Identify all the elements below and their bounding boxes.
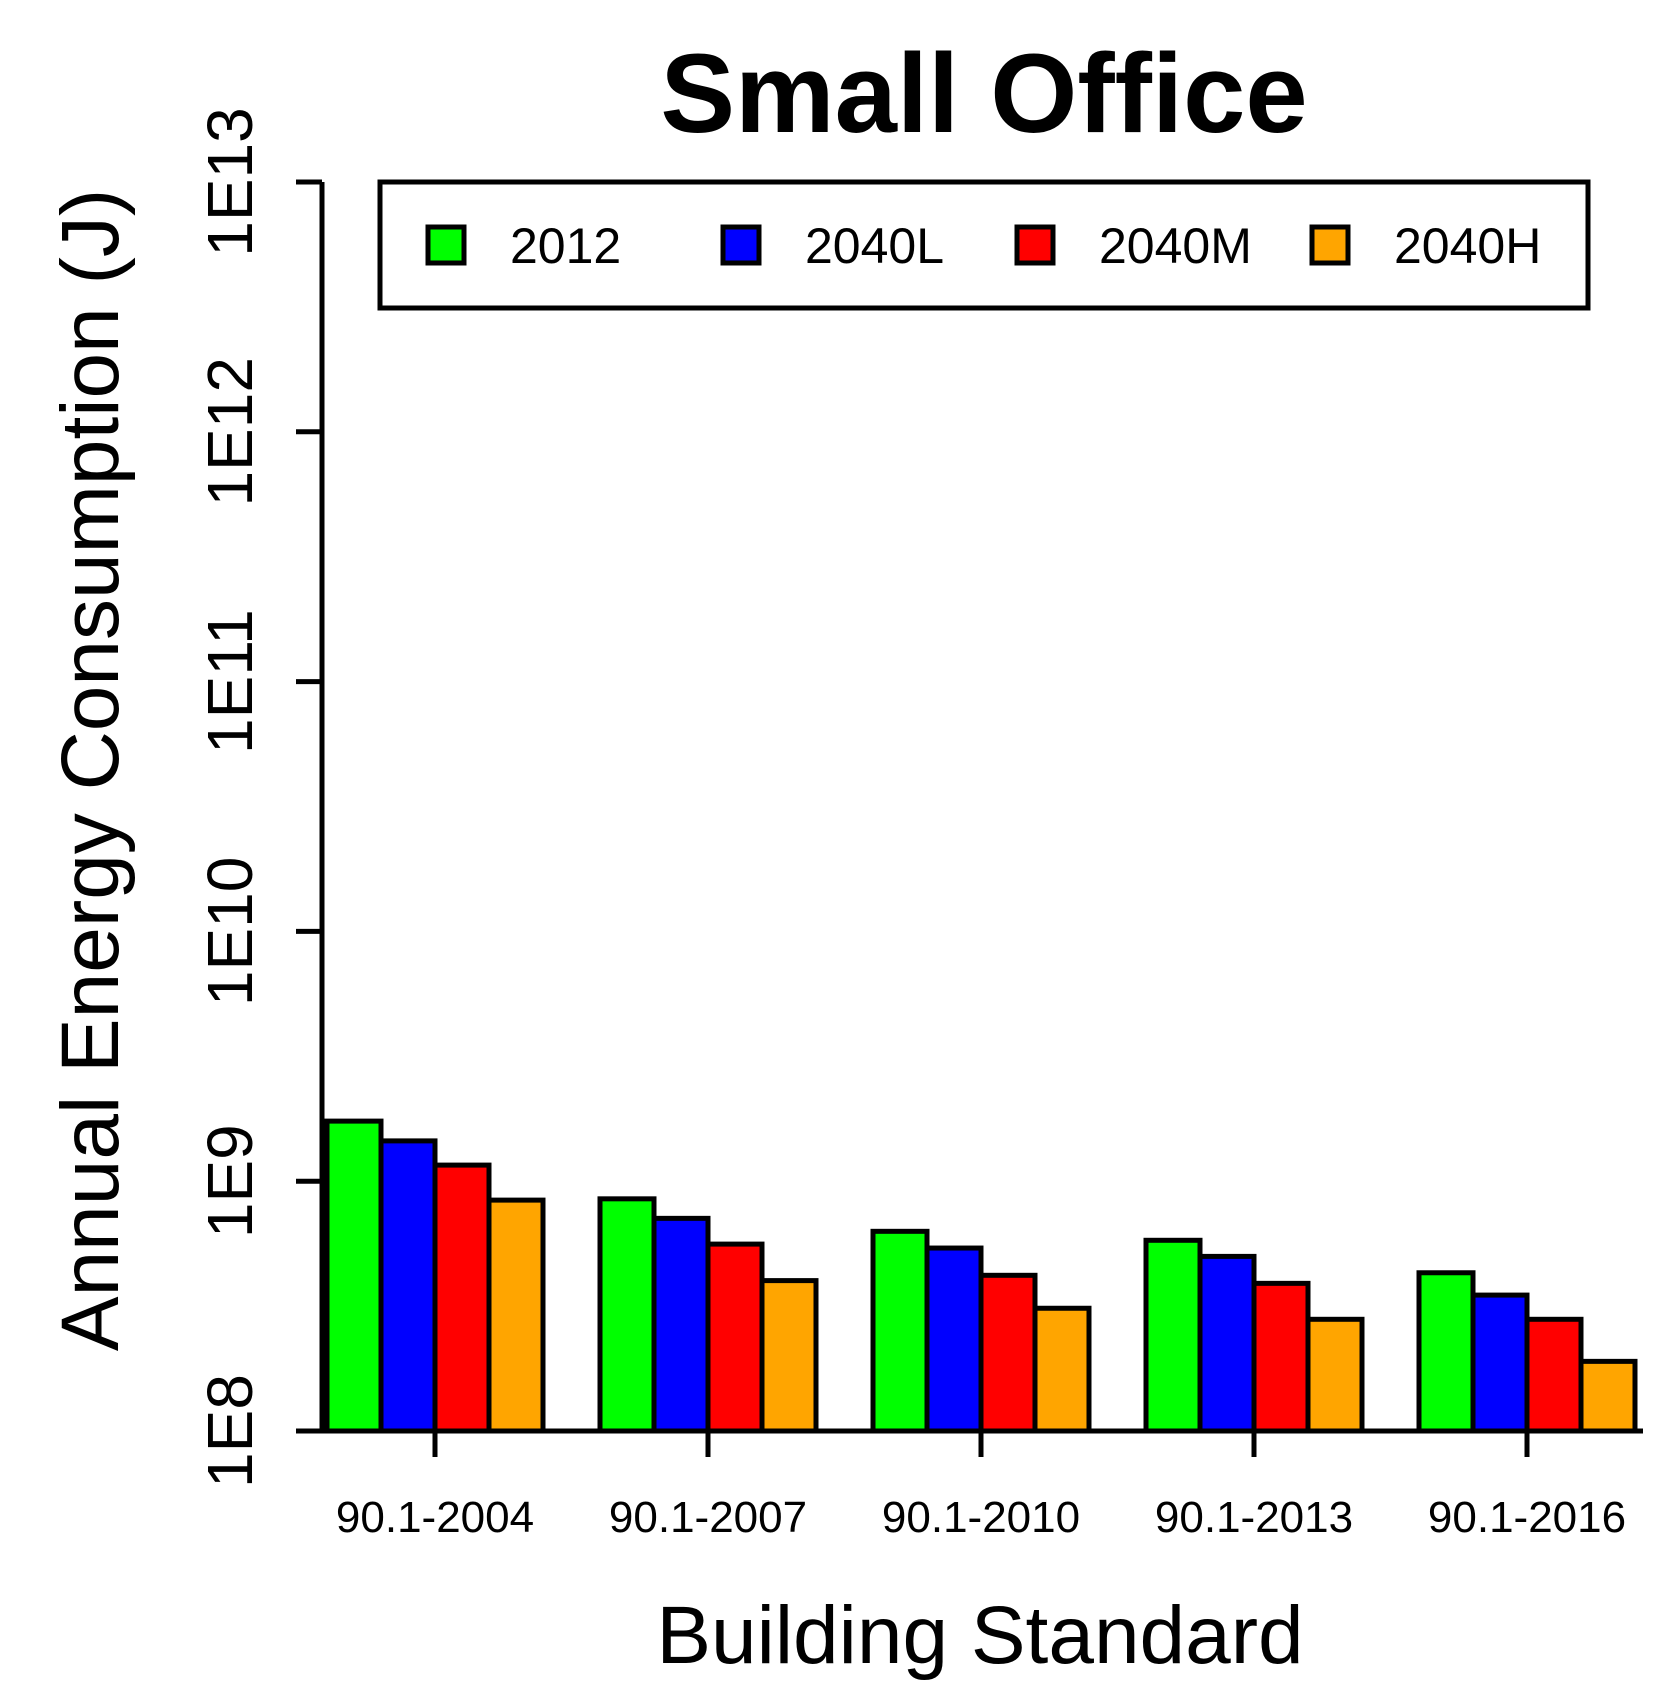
legend-label-2040M: 2040M (1099, 218, 1252, 274)
bar-2012-90.1-2010 (870, 1228, 930, 1434)
bar-2040L-90.1-2013 (1197, 1253, 1257, 1434)
y-ticks: 1E8 1E9 1E10 1E11 1E12 1E13 (194, 107, 322, 1488)
legend-swatch-2040L (720, 224, 762, 266)
bar-2012-90.1-2004 (324, 1118, 384, 1434)
y-axis-title: Annual Energy Consumption (J) (45, 189, 136, 1351)
bar-2040H-90.1-2007 (759, 1278, 819, 1434)
x-tick-label: 90.1-2004 (336, 1493, 534, 1542)
bars-group (324, 1118, 1638, 1434)
y-tick-label: 1E13 (194, 107, 266, 256)
bar-2040L-90.1-2016 (1470, 1292, 1530, 1434)
bar-2012-90.1-2013 (1143, 1237, 1203, 1434)
bar-2040H-90.1-2016 (1578, 1358, 1638, 1434)
bar-2040L-90.1-2004 (378, 1138, 438, 1434)
legend-swatch-2040H (1309, 224, 1351, 266)
x-tick-label: 90.1-2013 (1155, 1493, 1353, 1542)
bar-2040M-90.1-2013 (1251, 1280, 1311, 1434)
bar-2040M-90.1-2004 (432, 1162, 492, 1434)
x-ticks: 90.1-2004 90.1-2007 90.1-2010 90.1-2013 90.1… (336, 1431, 1626, 1542)
legend-swatch-2012 (425, 224, 467, 266)
y-tick-label: 1E12 (194, 357, 266, 506)
bar-2040H-90.1-2004 (486, 1197, 546, 1434)
bar-2040H-90.1-2013 (1305, 1316, 1365, 1434)
bar-2012-90.1-2007 (597, 1196, 657, 1434)
legend-label-2040H: 2040H (1394, 218, 1541, 274)
y-tick-label: 1E10 (194, 857, 266, 1006)
x-axis-title: Building Standard (656, 1590, 1303, 1681)
y-tick-label: 1E8 (194, 1374, 266, 1488)
y-tick-label: 1E11 (194, 609, 266, 754)
bar-2040L-90.1-2010 (924, 1245, 984, 1434)
x-tick-label: 90.1-2007 (609, 1493, 807, 1542)
y-tick-label: 1E9 (194, 1124, 266, 1238)
bar-2012-90.1-2016 (1416, 1270, 1476, 1434)
bar-2040H-90.1-2010 (1032, 1305, 1092, 1434)
bar-2040L-90.1-2007 (651, 1215, 711, 1434)
legend-label-2040L: 2040L (805, 218, 944, 274)
bar-2040M-90.1-2016 (1524, 1316, 1584, 1434)
x-tick-label: 90.1-2010 (882, 1493, 1080, 1542)
bar-2040M-90.1-2007 (705, 1241, 765, 1434)
legend-label-2012: 2012 (510, 218, 621, 274)
chart-title: Small Office (660, 31, 1307, 156)
x-tick-label: 90.1-2016 (1428, 1493, 1626, 1542)
legend: 2012 2040L 2040M 2040H (377, 179, 1591, 311)
legend-swatch-2040M (1014, 224, 1056, 266)
legend-box (377, 179, 1591, 311)
bar-2040M-90.1-2010 (978, 1272, 1038, 1434)
